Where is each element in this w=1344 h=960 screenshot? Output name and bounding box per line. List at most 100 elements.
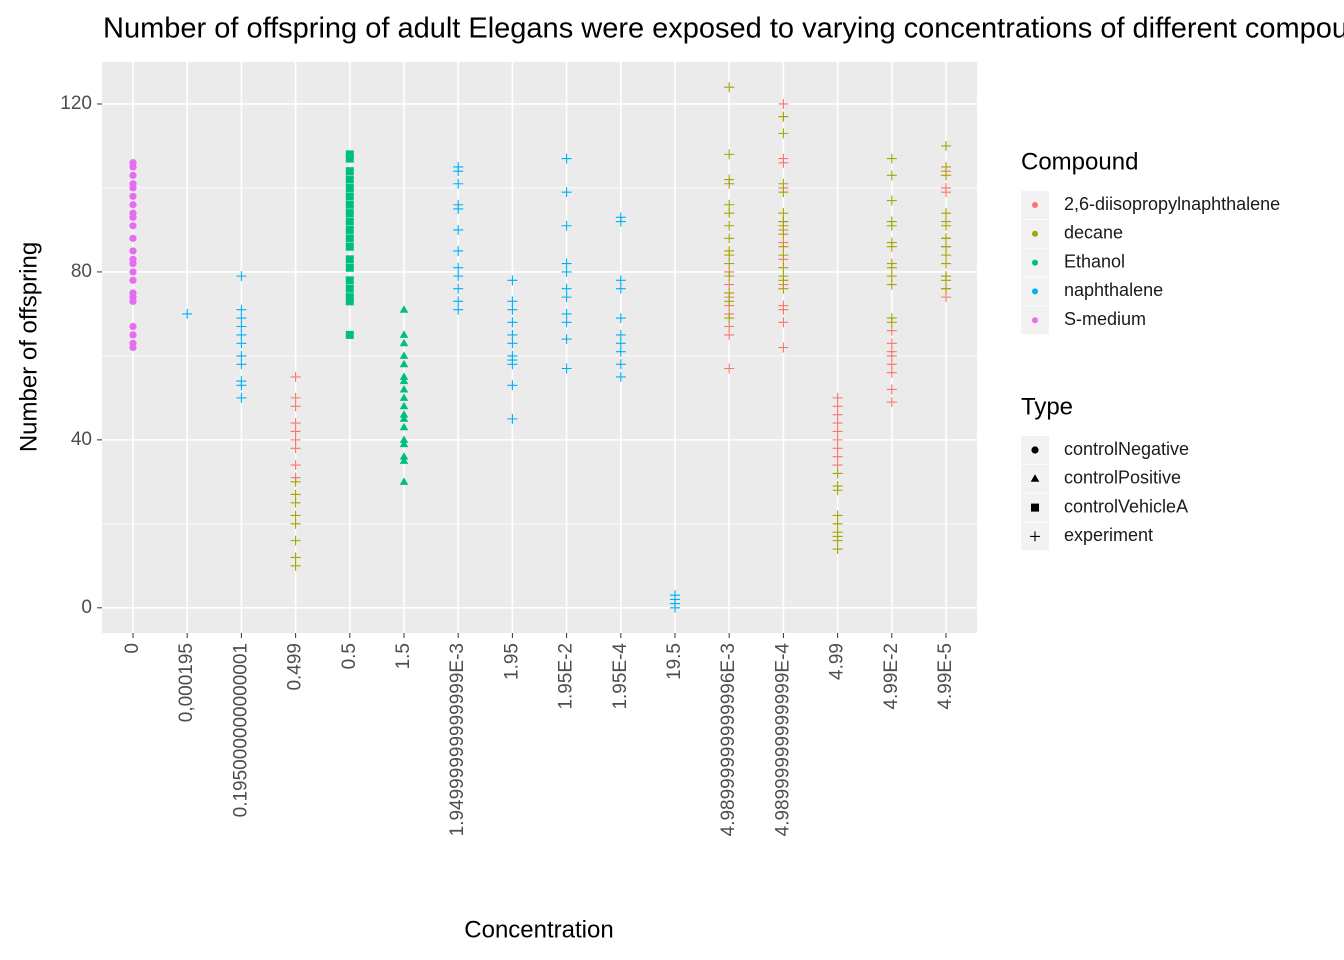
point <box>778 262 789 273</box>
point <box>236 350 247 361</box>
x-tick-label: 0 <box>122 643 143 654</box>
point <box>129 276 137 284</box>
point <box>778 208 789 219</box>
legend-title: Compound <box>1021 148 1138 175</box>
point <box>886 153 897 164</box>
point <box>724 329 735 340</box>
x-tick-label: 1.94999999999999E-3 <box>447 643 468 836</box>
x-tick-label: 1.5 <box>393 643 414 669</box>
point <box>832 426 843 437</box>
legend-label: S-medium <box>1064 309 1146 329</box>
point <box>778 250 789 261</box>
point <box>941 140 951 151</box>
point <box>941 292 951 303</box>
point <box>832 460 843 471</box>
point <box>832 392 843 403</box>
x-tick-label: 1.95E-2 <box>556 643 577 710</box>
point <box>941 283 951 294</box>
point <box>886 317 897 328</box>
point <box>724 258 735 269</box>
point <box>399 393 409 401</box>
point <box>236 359 247 370</box>
point <box>236 304 247 315</box>
point <box>129 163 137 171</box>
point <box>453 271 464 282</box>
y-tick-label: 0 <box>81 597 92 618</box>
point <box>778 98 789 109</box>
point <box>615 359 626 370</box>
point <box>724 279 735 290</box>
point <box>561 153 572 164</box>
point <box>345 200 354 209</box>
point <box>941 233 951 244</box>
point <box>345 154 354 163</box>
point <box>1031 503 1039 512</box>
point <box>724 208 735 219</box>
point <box>290 434 301 445</box>
point <box>399 410 409 418</box>
point <box>129 201 137 209</box>
point <box>345 192 354 201</box>
point <box>941 241 951 252</box>
point <box>507 275 518 286</box>
point <box>941 161 951 172</box>
point <box>182 308 193 319</box>
legend-swatch <box>1032 202 1038 208</box>
point <box>778 178 789 189</box>
point <box>886 195 897 206</box>
point <box>724 296 735 307</box>
point <box>399 351 409 359</box>
point <box>724 287 735 298</box>
point <box>129 213 137 221</box>
point <box>724 149 735 160</box>
x-axis-title: Concentration <box>464 916 613 943</box>
point <box>453 245 464 256</box>
point <box>129 268 137 276</box>
point <box>399 439 409 448</box>
point <box>399 330 409 338</box>
point <box>886 279 897 290</box>
point <box>345 263 354 272</box>
point <box>561 363 572 374</box>
point <box>399 384 409 393</box>
point <box>561 258 572 269</box>
point <box>453 296 464 307</box>
point <box>507 296 518 307</box>
point <box>345 209 354 218</box>
point <box>886 359 897 370</box>
legend-label: controlNegative <box>1064 439 1189 459</box>
point <box>345 297 354 306</box>
point <box>832 510 843 521</box>
point <box>1030 531 1040 542</box>
legend-label: naphthalene <box>1064 280 1163 300</box>
point <box>561 266 572 277</box>
x-tick-label: 19.5 <box>664 643 685 680</box>
x-tick-label: 0,000195 <box>176 643 197 722</box>
point <box>832 401 843 412</box>
point <box>345 175 354 184</box>
point <box>886 367 897 378</box>
point <box>129 259 137 268</box>
point <box>832 485 843 496</box>
point <box>832 443 843 454</box>
point <box>507 359 518 370</box>
x-tick-label: 4.99E-2 <box>881 643 902 710</box>
y-axis-title: Number of offspring <box>15 242 42 452</box>
point <box>345 255 354 264</box>
legend-label: controlPositive <box>1064 468 1181 488</box>
point <box>561 292 572 303</box>
point <box>290 443 301 454</box>
point <box>561 334 572 345</box>
point <box>290 426 301 437</box>
point <box>832 535 843 546</box>
point <box>941 187 951 198</box>
point <box>778 283 789 294</box>
legend-label: decane <box>1064 223 1123 243</box>
point <box>941 220 951 231</box>
point <box>832 434 843 445</box>
point <box>345 284 354 293</box>
point <box>886 338 897 349</box>
point <box>615 216 626 227</box>
point <box>615 313 626 324</box>
point <box>290 489 301 500</box>
